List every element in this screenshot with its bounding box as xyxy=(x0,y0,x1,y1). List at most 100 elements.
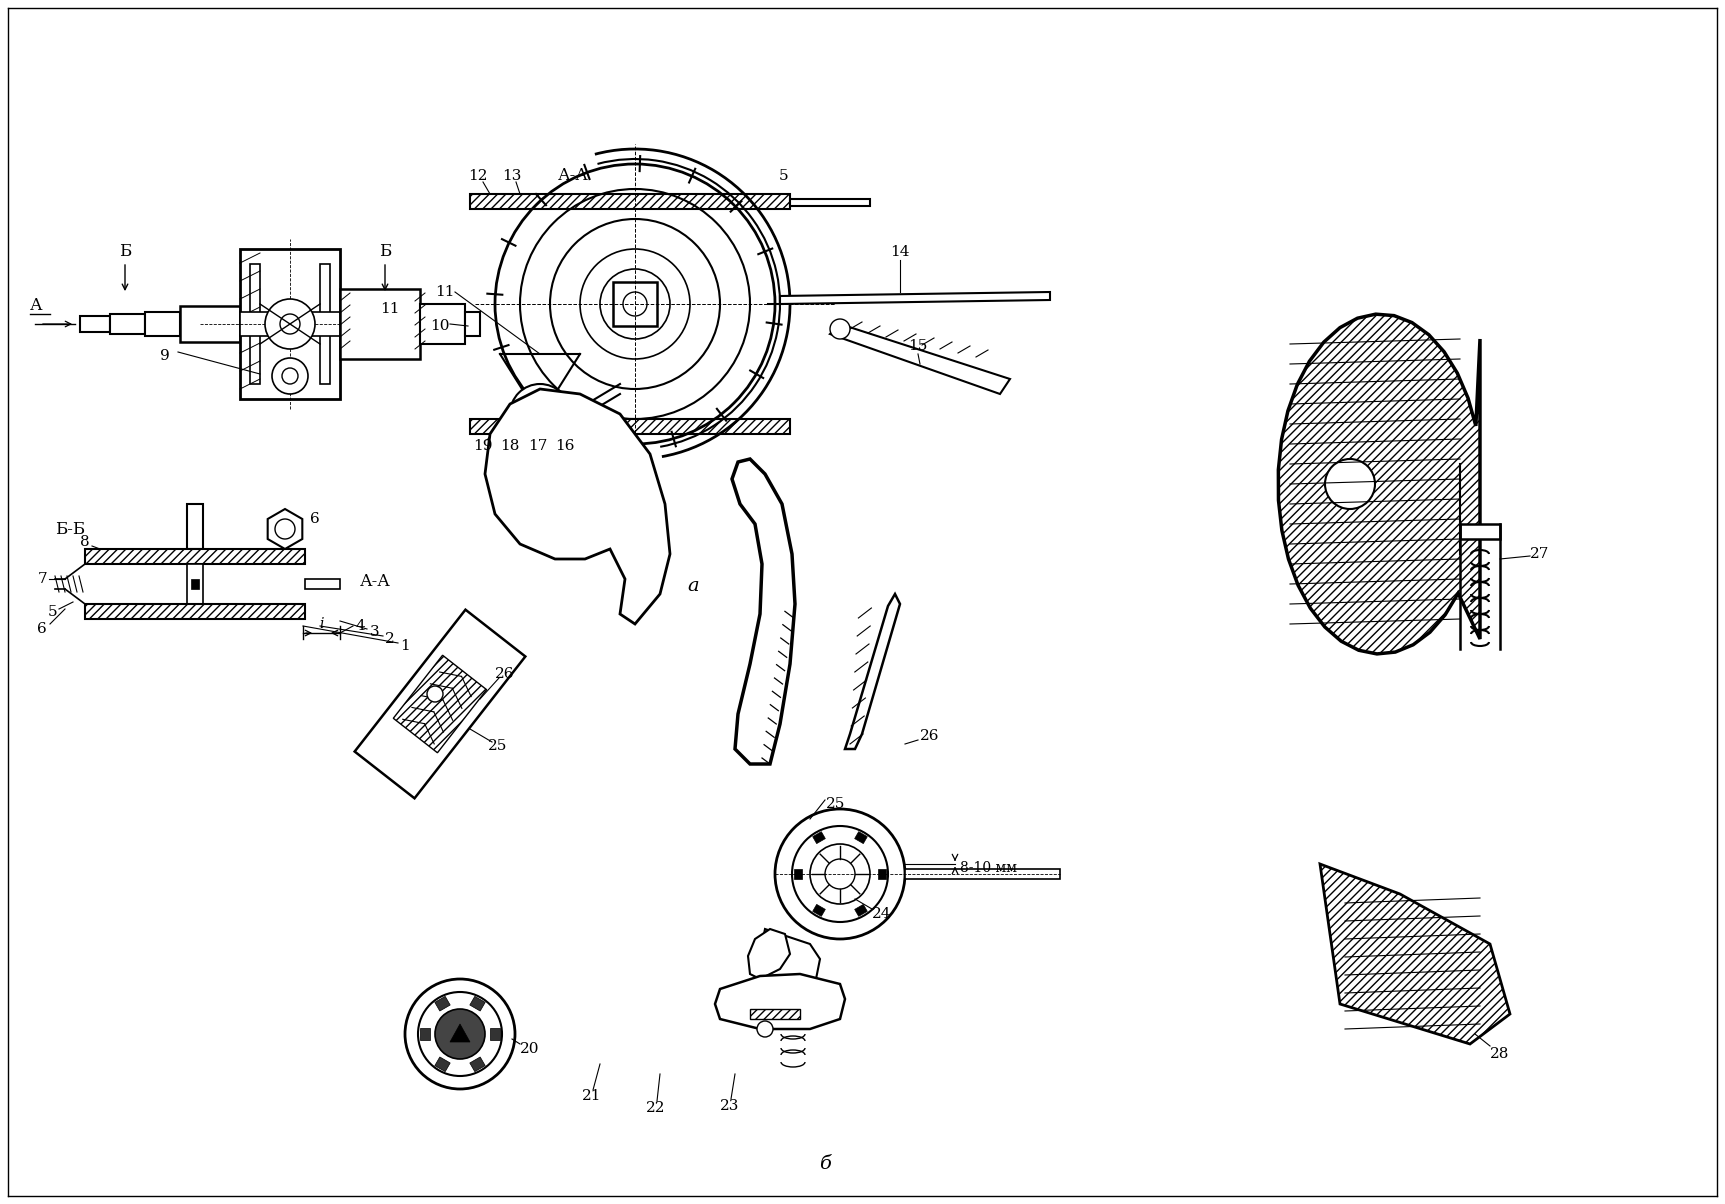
Text: 24: 24 xyxy=(873,907,892,921)
Text: Б-Б: Б-Б xyxy=(55,520,85,537)
Text: 26: 26 xyxy=(495,667,514,681)
Polygon shape xyxy=(749,929,790,979)
Polygon shape xyxy=(355,609,526,798)
Polygon shape xyxy=(450,1023,469,1041)
Text: А-А: А-А xyxy=(361,573,392,590)
Circle shape xyxy=(435,1009,485,1060)
Polygon shape xyxy=(240,249,340,399)
Text: 25: 25 xyxy=(488,739,507,752)
Polygon shape xyxy=(419,1028,430,1040)
Circle shape xyxy=(266,299,316,349)
Text: 17: 17 xyxy=(528,439,549,453)
Text: 27: 27 xyxy=(1530,547,1549,561)
Polygon shape xyxy=(490,1028,500,1040)
Polygon shape xyxy=(906,869,1059,879)
Text: 22: 22 xyxy=(647,1100,666,1115)
Text: 23: 23 xyxy=(721,1099,740,1112)
Text: 4: 4 xyxy=(355,619,364,633)
Polygon shape xyxy=(419,303,466,344)
Text: 8: 8 xyxy=(81,535,90,549)
Circle shape xyxy=(273,358,309,394)
Text: Б: Б xyxy=(380,243,392,260)
Text: i: i xyxy=(319,616,324,631)
Text: а: а xyxy=(687,577,699,595)
Polygon shape xyxy=(250,264,260,384)
Polygon shape xyxy=(750,1009,800,1019)
Text: Б: Б xyxy=(119,243,131,260)
Text: 12: 12 xyxy=(467,169,488,183)
Polygon shape xyxy=(191,579,198,589)
Circle shape xyxy=(623,293,647,315)
Text: 3: 3 xyxy=(369,625,380,639)
Polygon shape xyxy=(79,315,110,332)
Text: 9: 9 xyxy=(160,349,169,362)
Polygon shape xyxy=(812,832,825,844)
Polygon shape xyxy=(469,1057,485,1072)
Text: 25: 25 xyxy=(826,797,845,811)
Text: А: А xyxy=(29,297,43,314)
Text: 8-10 мм: 8-10 мм xyxy=(961,861,1018,875)
Text: 18: 18 xyxy=(500,439,519,453)
Text: 19: 19 xyxy=(473,439,493,453)
Polygon shape xyxy=(145,312,179,336)
Text: 14: 14 xyxy=(890,244,909,259)
Text: 6: 6 xyxy=(310,512,319,526)
Text: 1: 1 xyxy=(400,639,411,653)
Circle shape xyxy=(511,384,569,444)
Polygon shape xyxy=(186,563,204,604)
Polygon shape xyxy=(612,282,657,326)
Polygon shape xyxy=(240,312,340,336)
Circle shape xyxy=(281,368,298,384)
Text: б: б xyxy=(819,1155,831,1173)
Polygon shape xyxy=(731,459,795,765)
Text: А-А: А-А xyxy=(557,167,588,184)
Text: 21: 21 xyxy=(583,1088,602,1103)
Text: 7: 7 xyxy=(38,572,47,586)
Polygon shape xyxy=(794,869,802,879)
Circle shape xyxy=(830,319,850,340)
Polygon shape xyxy=(854,904,868,916)
Text: 11: 11 xyxy=(435,285,455,299)
Text: 16: 16 xyxy=(555,439,574,453)
Circle shape xyxy=(279,314,300,334)
Text: 2: 2 xyxy=(385,632,395,647)
Text: 13: 13 xyxy=(502,169,521,183)
Polygon shape xyxy=(340,289,419,359)
Circle shape xyxy=(428,686,443,702)
Polygon shape xyxy=(878,869,887,879)
Polygon shape xyxy=(1278,314,1480,654)
Text: 26: 26 xyxy=(919,728,940,743)
Text: 6: 6 xyxy=(38,622,47,636)
Polygon shape xyxy=(714,974,845,1029)
Polygon shape xyxy=(780,293,1051,303)
Polygon shape xyxy=(393,655,486,752)
Polygon shape xyxy=(85,604,305,619)
Polygon shape xyxy=(469,194,790,209)
Polygon shape xyxy=(466,312,480,336)
Circle shape xyxy=(1325,459,1375,509)
Polygon shape xyxy=(85,549,305,563)
Circle shape xyxy=(524,399,555,429)
Polygon shape xyxy=(485,389,669,624)
Polygon shape xyxy=(110,314,145,334)
Polygon shape xyxy=(1320,864,1509,1044)
Text: 11: 11 xyxy=(380,302,400,315)
Text: 20: 20 xyxy=(519,1041,540,1056)
Polygon shape xyxy=(790,199,869,206)
Polygon shape xyxy=(435,1057,450,1072)
Polygon shape xyxy=(469,419,790,433)
Polygon shape xyxy=(469,997,485,1011)
Polygon shape xyxy=(435,997,450,1011)
Polygon shape xyxy=(305,579,340,589)
Text: 15: 15 xyxy=(909,340,928,353)
Polygon shape xyxy=(845,594,900,749)
Polygon shape xyxy=(830,324,1011,394)
Text: 5: 5 xyxy=(780,169,788,183)
Circle shape xyxy=(757,1021,773,1037)
Polygon shape xyxy=(1459,524,1501,539)
Text: 28: 28 xyxy=(1490,1047,1509,1061)
Polygon shape xyxy=(761,929,819,995)
Polygon shape xyxy=(267,509,302,549)
Polygon shape xyxy=(179,306,240,342)
Text: 10: 10 xyxy=(430,319,450,334)
